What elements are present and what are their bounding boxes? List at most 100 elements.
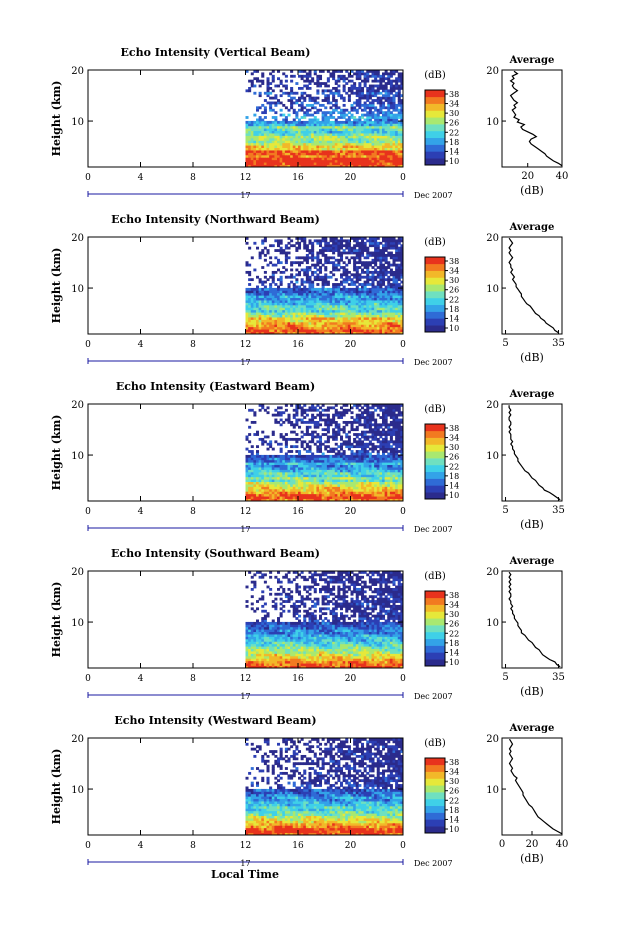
heatmap-cell [384,464,388,468]
heatmap-cell [319,164,323,168]
heatmap-cell [271,454,275,458]
heatmap-cell [321,147,325,151]
heatmap-cell [374,285,378,289]
heatmap-cell [368,314,372,318]
heatmap-cell [316,290,320,294]
heatmap-cell [376,96,380,100]
heatmap-cell [329,91,333,95]
heatmap-cell [298,152,302,156]
heatmap-cell [311,476,315,480]
heatmap-cell [274,159,278,163]
heatmap-cell [345,278,349,282]
heatmap-cell [376,307,380,311]
heatmap-cell [256,79,260,83]
heatmap-cell [400,317,404,320]
heatmap-cell [269,261,273,265]
heatmap-cell [282,292,286,296]
colorbar-tick-label: 10 [449,324,459,333]
heatmap-cell [253,125,257,129]
heatmap-cell [290,89,294,93]
heatmap-cell [263,292,267,296]
heatmap-cell [334,164,338,168]
heatmap-cell [350,498,354,502]
heatmap-cell [400,469,404,473]
heatmap-cell [337,331,341,335]
heatmap-cell [342,154,346,158]
heatmap-cell [376,116,380,119]
heatmap-cell [282,326,286,330]
heatmap-cell [400,479,404,482]
heatmap-cell [313,297,317,301]
heatmap-cell [342,96,346,100]
heatmap-cell [324,474,328,478]
heatmap-cell [376,241,380,245]
heatmap-cell [342,251,346,255]
heatmap-cell [392,476,396,480]
heatmap-cell [371,280,375,284]
heatmap-cell [397,72,401,76]
heatmap-cell [263,484,267,487]
heatmap-cell [245,481,249,485]
heatmap-cell [395,244,399,248]
heatmap-cell [263,321,267,325]
xtick-label: 4 [138,173,144,183]
heatmap-cell [392,154,396,158]
heatmap-cell [329,493,333,497]
heatmap-cell [258,474,262,478]
heatmap-cell [279,94,283,98]
heatmap-cell [334,467,338,470]
heatmap-cell [363,476,367,480]
heatmap-cell [326,496,330,499]
heatmap-cell [342,157,346,161]
heatmap-cell [245,145,249,148]
heatmap-cell [361,464,365,468]
heatmap-cell [316,273,320,277]
heatmap-cell [340,152,344,156]
heatmap-cell [305,476,309,480]
heatmap-cell [353,462,357,466]
heatmap-cell [368,471,372,475]
heatmap-cell [363,307,367,311]
heatmap-cell [266,89,270,93]
heatmap-cell [387,140,391,144]
heatmap-cell [253,498,257,502]
heatmap-cell [295,329,299,332]
heatmap-cell [295,498,299,502]
heatmap-cell [358,331,362,335]
heatmap-cell [384,447,388,451]
heatmap-cell [347,457,351,461]
heatmap-cell [395,488,399,492]
heatmap-cell [269,295,273,299]
heatmap-cell [261,128,265,132]
heatmap-cell [298,491,302,495]
heatmap-cell [334,498,338,502]
heatmap-cell [303,79,307,83]
heatmap-cell [287,309,291,313]
heatmap-cell [392,314,396,318]
heatmap-cell [261,239,265,243]
heatmap-cell [326,302,330,306]
heatmap-cell [361,290,365,294]
heatmap-cell [347,297,351,301]
heatmap-cell [287,241,291,245]
heatmap-cell [395,154,399,158]
heatmap-cell [316,164,320,168]
heatmap-cell [397,150,401,153]
heatmap-cell [308,498,312,502]
heatmap-cell [313,135,317,139]
heatmap-cell [298,246,302,250]
heatmap-cell [303,314,307,318]
heatmap-cell [345,488,349,492]
heatmap-cell [366,273,370,277]
heatmap-cell [340,116,344,119]
heatmap-cell [340,297,344,301]
heatmap-cell [347,491,351,495]
heatmap-cell [363,447,367,451]
heatmap-cell [384,476,388,480]
heatmap-cell [274,488,278,492]
heatmap-cell [379,154,383,158]
heatmap-cell [384,99,388,102]
heatmap-cell [337,498,341,502]
heatmap-cell [347,488,351,492]
heatmap-cell [303,137,307,141]
